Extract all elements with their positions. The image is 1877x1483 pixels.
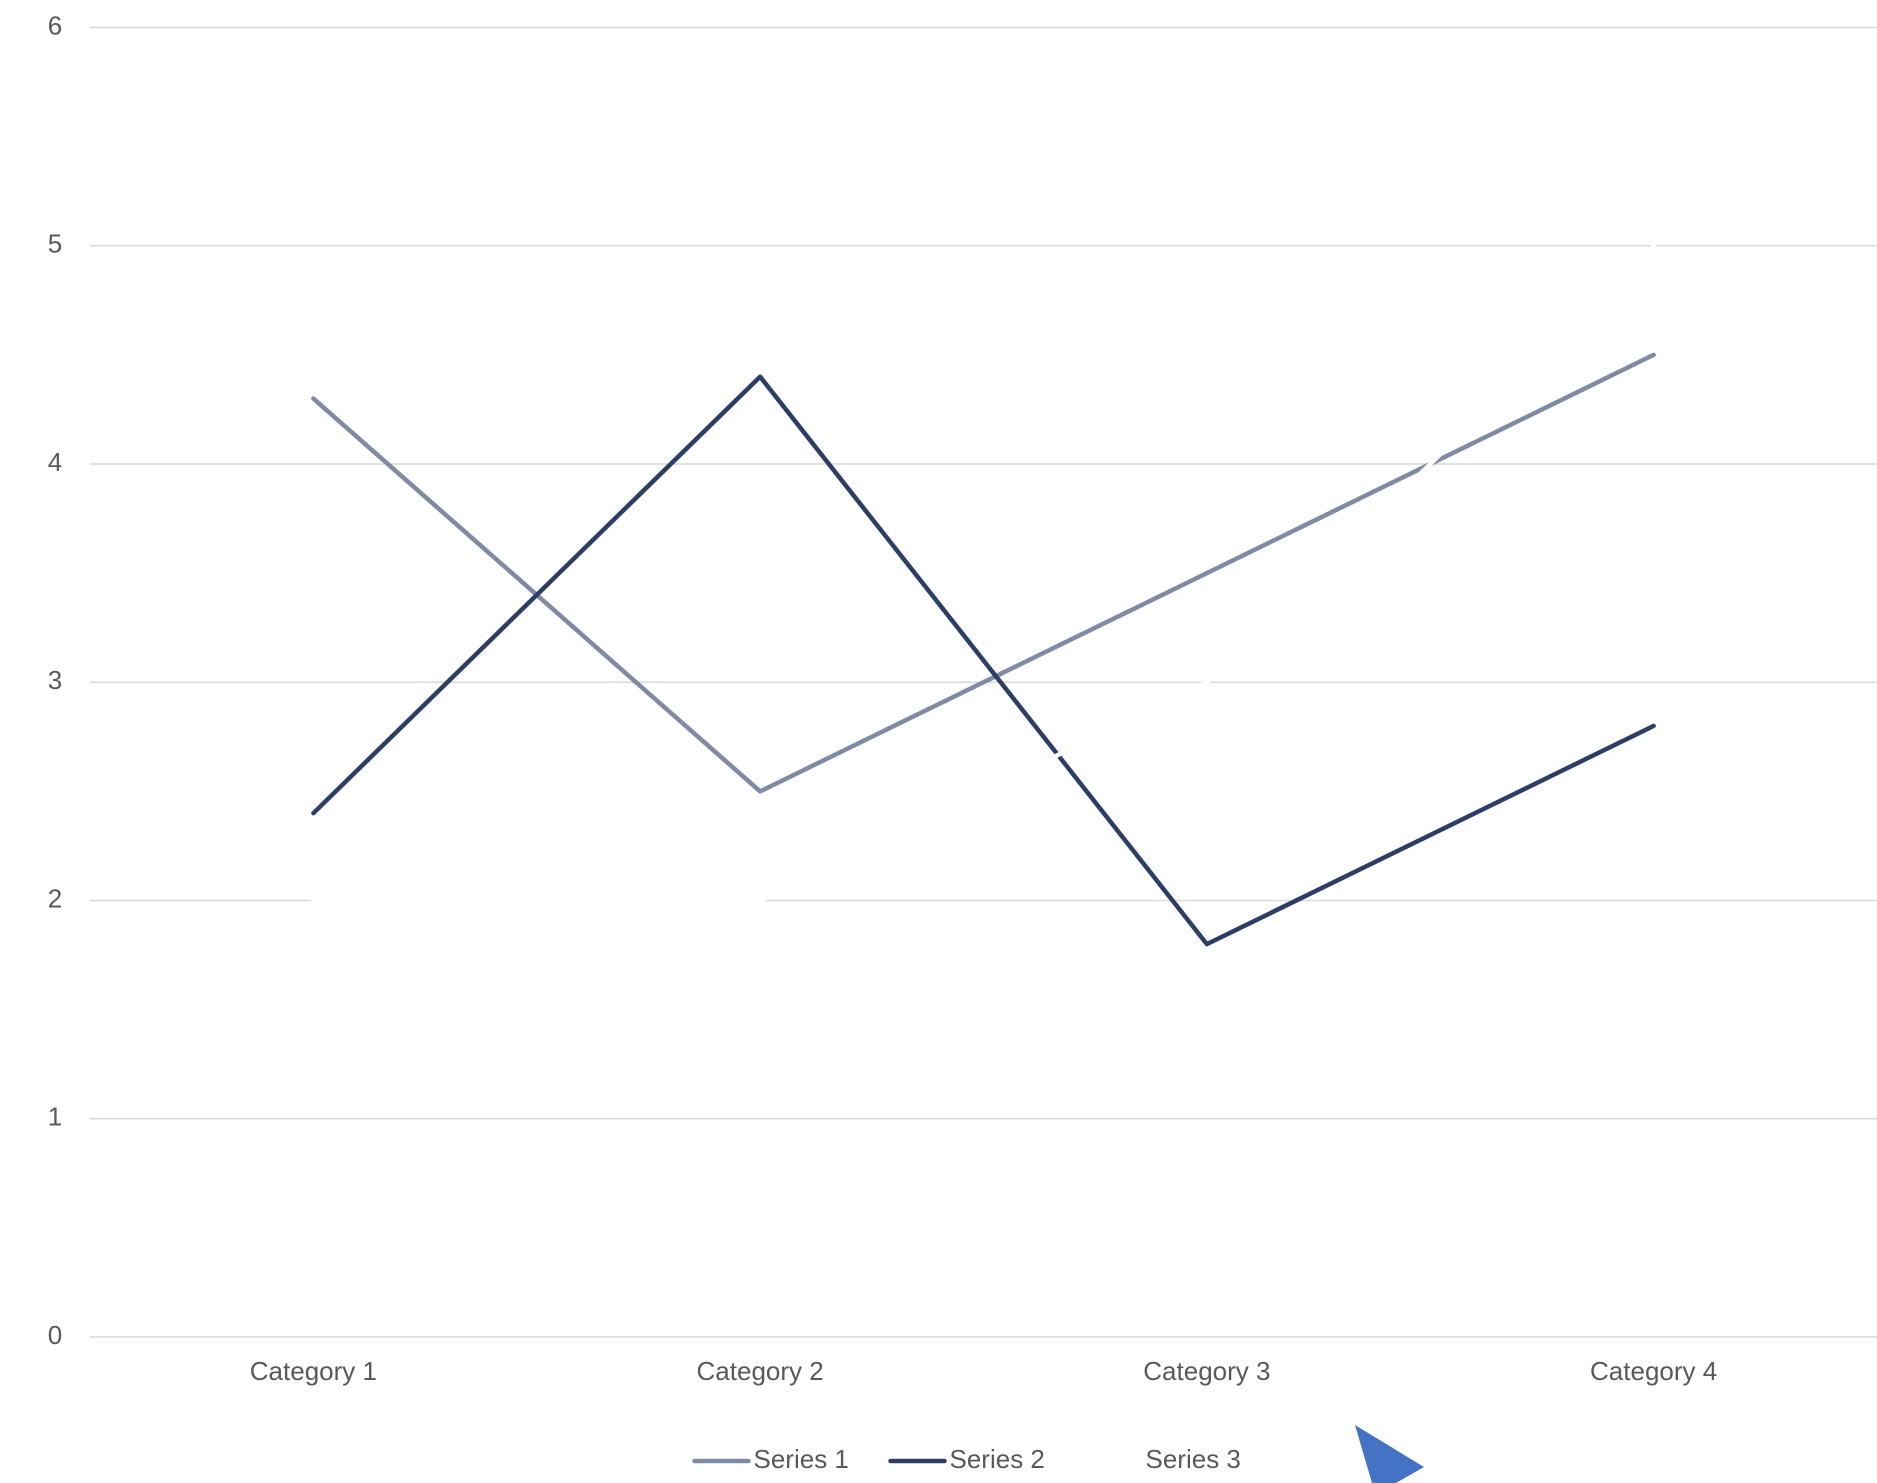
y-tick-label: 1 xyxy=(48,1102,62,1132)
x-tick-label: Category 3 xyxy=(1143,1356,1270,1386)
series-line xyxy=(311,243,1656,903)
y-tick-label: 4 xyxy=(48,447,62,477)
y-tick-label: 0 xyxy=(48,1320,62,1350)
x-tick-label: Category 4 xyxy=(1590,1356,1717,1386)
legend-label: Series 2 xyxy=(950,1444,1045,1474)
legend-label: Series 1 xyxy=(754,1444,849,1474)
plot-lines xyxy=(311,243,1656,947)
x-tick-label: Category 2 xyxy=(697,1356,824,1386)
series-line xyxy=(311,352,1656,794)
y-tick-label: 5 xyxy=(48,229,62,259)
series-line xyxy=(311,374,1656,947)
y-tick-label: 3 xyxy=(48,665,62,695)
y-tick-label: 6 xyxy=(48,10,62,40)
legend-label: Series 3 xyxy=(1146,1444,1241,1474)
cursor xyxy=(1355,1425,1424,1483)
legend: Series 1 Series 2 Series 3 xyxy=(692,1444,1241,1474)
y-tick-label: 2 xyxy=(48,883,62,913)
labels: 0 1 2 3 4 5 6 Category 1 Category 2 Category 3 Cat… xyxy=(48,10,1717,1386)
x-tick-label: Category 1 xyxy=(250,1356,377,1386)
